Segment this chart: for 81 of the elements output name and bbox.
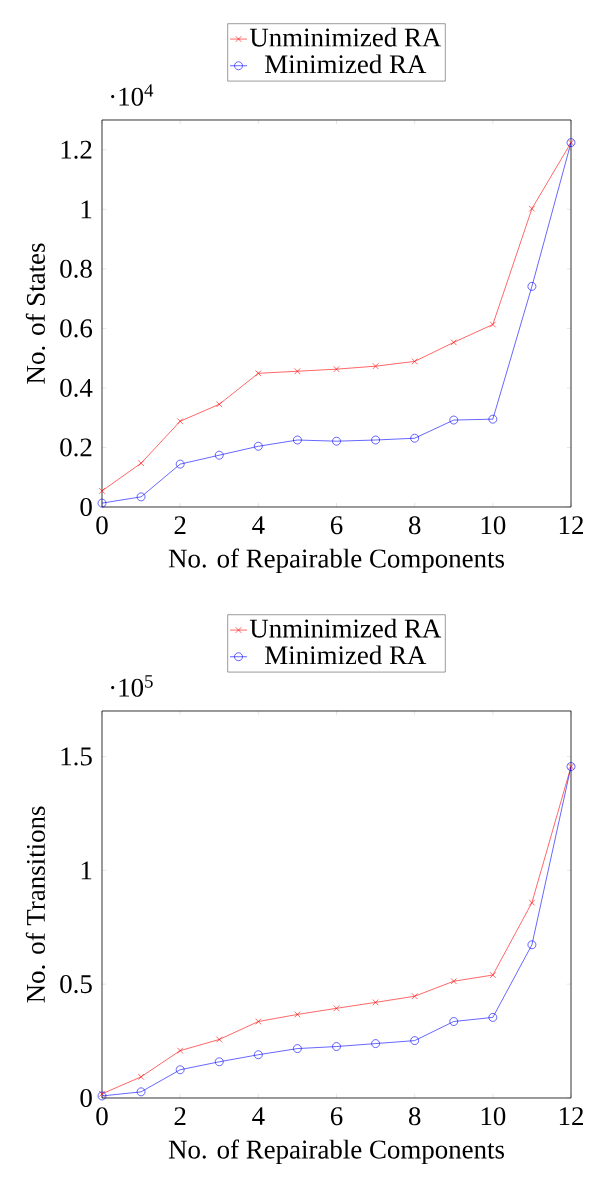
point [98, 487, 105, 495]
x-tick-label: 8 [408, 1107, 421, 1126]
point [136, 492, 146, 502]
y-tick-label: 0 [80, 1088, 92, 1108]
point [175, 1065, 185, 1075]
point [528, 205, 535, 212]
point [253, 441, 263, 451]
y-tick-label: 0.6 [60, 319, 92, 338]
point [371, 435, 380, 445]
y-tick-label: 1.2 [61, 140, 92, 159]
point [527, 940, 537, 950]
x-tick-label: 12 [559, 516, 583, 534]
point [449, 1017, 458, 1026]
point [175, 459, 185, 469]
x-tick-label: 4 [251, 516, 265, 534]
point [332, 436, 341, 446]
y-tick-label: 1 [81, 200, 92, 219]
point [215, 1036, 223, 1043]
x-tick-label: 2 [174, 1107, 186, 1125]
y-tick-label: 0.8 [60, 259, 92, 278]
point [527, 282, 537, 291]
point [372, 363, 379, 370]
legend-label: Unminimized RA [249, 618, 441, 638]
x-tick-label: 6 [330, 516, 343, 535]
x-tick-label: 4 [251, 1107, 265, 1125]
point [137, 460, 145, 467]
point [137, 1073, 145, 1080]
x-tick-label: 0 [96, 1107, 108, 1126]
legend-label: Minimized RA [264, 54, 426, 74]
point [489, 971, 496, 979]
point [489, 321, 496, 328]
x-tick-label: 12 [559, 1107, 583, 1125]
point [411, 358, 418, 365]
point [450, 339, 457, 346]
y-tick-label: 1 [81, 861, 92, 880]
legend-label: Minimized RA [264, 645, 426, 665]
y-tick-label: 0.4 [60, 378, 93, 398]
y-tick-label: 0 [80, 497, 92, 517]
y-tick-label: 0.2 [60, 438, 92, 457]
y-axis-title: No. of States [25, 243, 45, 384]
point [333, 366, 340, 373]
x-tick-label: 0 [96, 516, 108, 535]
x-axis-title: No. of Repairable Components [168, 548, 504, 574]
legend-label: Unminimized RA [249, 27, 441, 47]
point [214, 1057, 224, 1067]
point [176, 1047, 184, 1054]
text: ·10$^{5}$ [110, 675, 153, 697]
point [294, 368, 301, 375]
point [528, 899, 535, 906]
text: ·10$^{4}$ [110, 84, 153, 106]
point [255, 1018, 262, 1025]
point [136, 1087, 146, 1097]
x-tick-label: 8 [408, 516, 421, 535]
point [292, 435, 302, 445]
point [371, 1039, 380, 1048]
point [332, 1042, 341, 1051]
x-tick-label: 2 [174, 516, 186, 534]
x-tick-label: 10 [481, 516, 506, 535]
point [488, 1013, 497, 1022]
y-tick-label: 0.5 [60, 975, 92, 994]
point [215, 401, 223, 408]
x-axis-title: No. of Repairable Components [168, 1139, 504, 1165]
point [410, 433, 419, 443]
point [333, 1005, 340, 1012]
point [253, 1050, 263, 1060]
y-axis-title: No. of Transitions [25, 806, 45, 1003]
x-tick-label: 6 [330, 1107, 343, 1126]
x-tick-label: 10 [481, 1107, 506, 1126]
point [292, 1044, 302, 1053]
point [294, 1011, 301, 1018]
point [176, 418, 184, 425]
point [449, 415, 458, 425]
point [255, 370, 262, 377]
point [488, 414, 497, 424]
point [450, 978, 457, 985]
point [410, 1036, 419, 1045]
point [97, 498, 107, 508]
y-tick-label: 1.5 [61, 747, 92, 766]
point [372, 999, 379, 1006]
point [411, 993, 418, 1000]
point [214, 450, 224, 460]
